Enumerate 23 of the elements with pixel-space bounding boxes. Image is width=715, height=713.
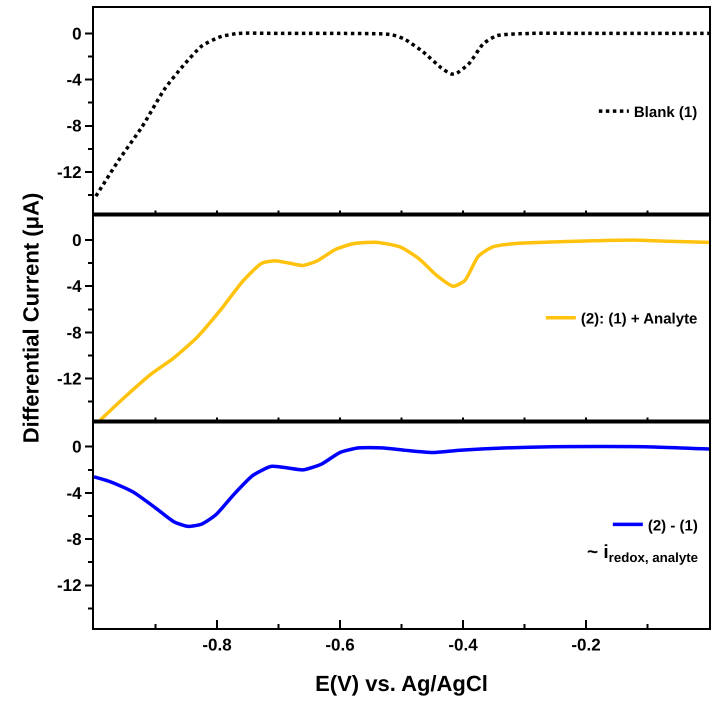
legend-label: Blank (1) <box>634 104 698 121</box>
y-tick-label: -12 <box>57 576 82 596</box>
y-tick-label: -12 <box>57 370 82 389</box>
y-tick-label: 0 <box>72 231 82 250</box>
x-tick-label: -0.8 <box>202 635 232 654</box>
x-tick-label: -0.4 <box>448 635 478 654</box>
legend-label: (2) - (1) <box>648 517 698 534</box>
y-tick-label: -8 <box>66 530 82 550</box>
line-series <box>98 238 709 422</box>
x-tick-label: -0.6 <box>325 635 355 654</box>
y-tick-label: 0 <box>72 24 82 44</box>
y-axis-title: Differential Current (μA) <box>18 192 44 444</box>
y-tick-label: -12 <box>57 162 82 182</box>
y-tick-label: 0 <box>72 438 82 457</box>
y-tick-label: -4 <box>66 70 82 90</box>
y-tick-label: -8 <box>66 116 82 136</box>
annotation: ~ i$_{redox, analyte}$ <box>587 542 698 565</box>
legend-label: (2): (1) + Analyte <box>580 310 698 328</box>
y-tick-label: -4 <box>66 484 82 503</box>
x-axis-title: E(V) vs. Ag/AgCl <box>315 670 488 696</box>
x-tick-label: -0.2 <box>571 635 601 654</box>
y-tick-label: -4 <box>66 277 82 296</box>
y-tick-label: -8 <box>66 323 82 342</box>
